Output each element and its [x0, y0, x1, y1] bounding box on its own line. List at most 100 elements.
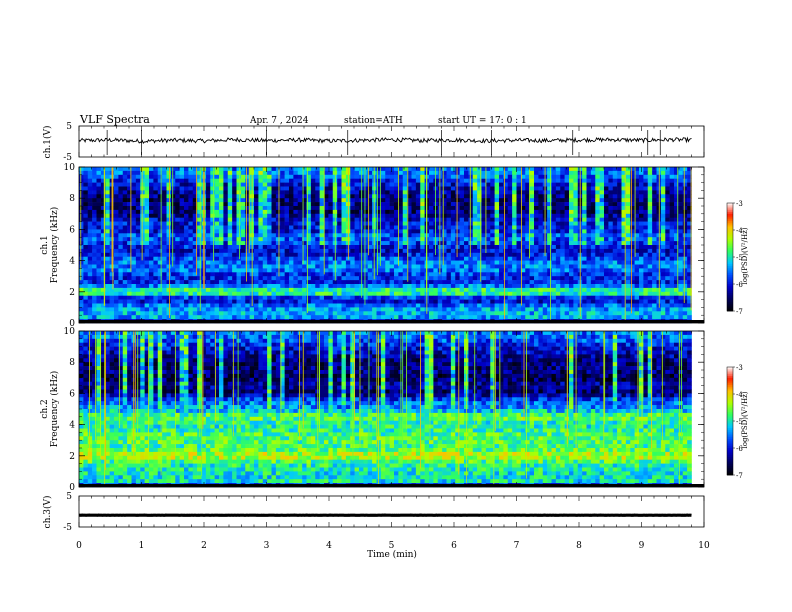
spectrogram-cell	[674, 202, 679, 207]
spectrogram-cell	[612, 245, 618, 250]
spectrogram-cell	[560, 268, 565, 273]
spectrogram-cell	[472, 178, 478, 183]
spectrogram-cell	[564, 264, 570, 269]
spectrogram-cell	[149, 237, 154, 242]
spectrogram-cell	[402, 295, 408, 300]
spectrogram-cell	[297, 167, 303, 172]
spectrogram-cell	[175, 202, 180, 207]
spectrogram-cell	[267, 291, 272, 296]
spectrogram-cell	[188, 225, 194, 230]
spectrogram-cell	[503, 252, 509, 257]
spectrogram-cell	[280, 202, 285, 207]
spectrogram-cell	[534, 233, 539, 238]
spectrogram-cell	[284, 206, 290, 211]
spectrogram-cell	[245, 245, 250, 250]
spectrogram-cell	[284, 233, 290, 238]
spectrogram-cell	[647, 268, 653, 273]
spectrogram-cell	[153, 182, 159, 187]
spectrogram-cell	[275, 260, 281, 265]
spectrogram-cell	[100, 182, 106, 187]
spectrogram-cell	[512, 194, 517, 199]
spectrogram-cell	[214, 287, 220, 293]
spectrogram-cell	[446, 213, 452, 218]
spectrogram-cell	[205, 233, 211, 238]
spectrogram-cell	[608, 178, 614, 183]
spectrogram-cell	[472, 241, 478, 246]
spectrogram-cell	[149, 276, 154, 281]
spectrogram-cell	[271, 295, 277, 300]
spectrogram-cell	[669, 264, 675, 269]
spectrogram-cell	[293, 280, 299, 285]
spectrogram-cell	[608, 284, 614, 289]
spectrogram-cell	[464, 198, 469, 203]
spectrogram-cell	[520, 280, 526, 285]
spectrogram-cell	[604, 167, 609, 172]
spectrogram-cell	[560, 182, 565, 187]
spectrogram-cell	[328, 182, 334, 187]
spectrogram-cell	[227, 260, 233, 265]
spectrogram-cell	[192, 198, 198, 203]
spectrogram-cell	[402, 174, 408, 179]
spectrogram-cell	[442, 276, 447, 281]
spectrogram-cell	[450, 268, 456, 273]
spectrogram-cell	[275, 248, 281, 254]
spectrogram-cell	[223, 174, 229, 179]
spectrogram-cell	[210, 264, 215, 269]
spectrogram-cell	[245, 209, 250, 215]
spectrogram-cell	[446, 190, 452, 195]
spectrogram-cell	[604, 260, 609, 265]
spectrogram-cell	[92, 284, 97, 289]
spectrogram-cell	[236, 248, 242, 254]
spectrogram-cell	[363, 252, 369, 257]
spectrogram-cell	[306, 284, 312, 289]
spectrogram-cell	[512, 174, 517, 179]
spectrogram-cell	[485, 264, 491, 269]
spectrogram-cell	[682, 217, 688, 222]
spectrogram-cell	[367, 206, 373, 211]
spectrogram-cell	[665, 237, 670, 242]
spectrogram-cell	[652, 217, 657, 222]
spectrogram-cell	[114, 202, 119, 207]
spectrogram-cell	[232, 202, 237, 207]
spectrogram-cell	[560, 202, 565, 207]
spectrogram-cell	[162, 190, 167, 195]
spectrogram-cell	[477, 198, 482, 203]
spectrogram-cell	[341, 194, 347, 199]
spectrogram-cell	[564, 167, 570, 172]
spectrogram-cell	[398, 241, 404, 246]
spectrogram-cell	[674, 248, 679, 254]
spectrogram-cell	[350, 268, 355, 273]
spectrogram-cell	[96, 194, 102, 199]
spectrogram-cell	[214, 248, 220, 254]
spectrogram-cell	[429, 221, 434, 226]
spectrogram-cell	[284, 170, 290, 176]
spectrogram-cell	[87, 284, 93, 289]
spectrogram-cell	[131, 170, 137, 176]
spectrogram-cell	[450, 217, 456, 222]
spectrogram-cell	[634, 182, 640, 187]
spectrogram-cell	[625, 225, 631, 230]
spectrogram-cell	[669, 229, 675, 234]
spectrogram-cell	[660, 202, 666, 207]
spectrogram-cell	[267, 213, 272, 218]
spectrogram-cell	[586, 178, 592, 183]
spectrogram-cell	[262, 280, 268, 285]
spectrogram-cell	[625, 252, 631, 257]
spectrogram-cell	[267, 225, 272, 230]
spectrogram-cell	[665, 221, 670, 226]
spectrogram-cell	[262, 229, 268, 234]
spectrogram-cell	[254, 260, 259, 265]
spectrogram-cell	[499, 221, 504, 226]
spectrogram-cell	[232, 229, 237, 234]
spectrogram-cell	[149, 190, 154, 195]
spectrogram-cell	[293, 284, 299, 289]
spectrogram-cell	[184, 264, 189, 269]
spectrogram-cell	[166, 264, 172, 269]
spectrogram-cell	[529, 217, 535, 222]
spectrogram-cell	[516, 213, 522, 218]
spectrogram-cell	[363, 209, 369, 215]
spectrogram-cell	[446, 241, 452, 246]
spectrogram-cell	[525, 284, 530, 289]
spectrogram-cell	[660, 190, 666, 195]
spectrogram-cell	[188, 202, 194, 207]
